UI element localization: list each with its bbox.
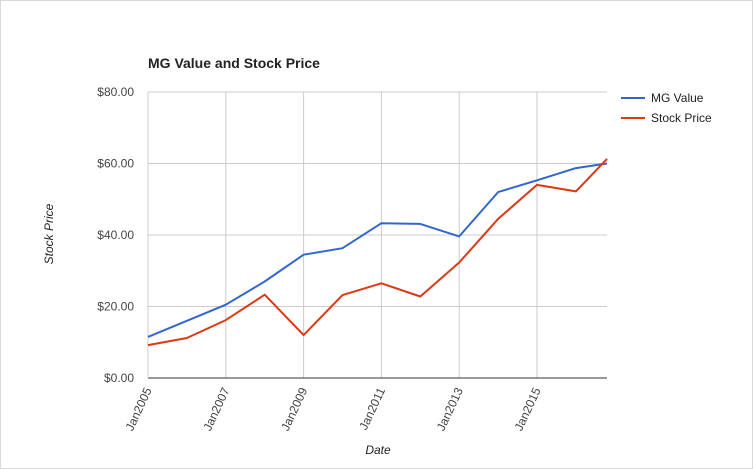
chart-title: MG Value and Stock Price <box>148 55 320 71</box>
y-tick-label: $40.00 <box>97 228 134 242</box>
series-line-mg-value <box>147 162 608 338</box>
series-line-stock-price <box>147 158 608 347</box>
x-tick-label: Jan2013 <box>434 385 466 433</box>
axes <box>147 92 607 379</box>
y-tick-label: $20.00 <box>97 300 134 314</box>
gridlines <box>148 91 607 378</box>
x-tick-label: Jan2015 <box>512 385 544 433</box>
y-tick-label: $60.00 <box>97 157 134 171</box>
y-tick-label: $0.00 <box>104 371 134 385</box>
x-tick-label: Jan2009 <box>278 385 310 433</box>
x-axis-label: Date <box>365 443 391 457</box>
tick-labels: $0.00 $20.00 $40.00 $60.00 $80.00 Jan2005 Jan2… <box>97 85 544 433</box>
y-axis-label: Stock Price <box>42 203 56 264</box>
x-tick-label: Jan2007 <box>200 385 232 433</box>
x-tick-label: Jan2011 <box>356 385 388 432</box>
legend-label: Stock Price <box>651 111 712 125</box>
series-lines <box>147 158 608 347</box>
legend: MG Value Stock Price <box>621 91 712 125</box>
y-tick-label: $80.00 <box>97 85 134 99</box>
x-tick-label: Jan2005 <box>123 385 155 433</box>
legend-label: MG Value <box>651 91 704 105</box>
